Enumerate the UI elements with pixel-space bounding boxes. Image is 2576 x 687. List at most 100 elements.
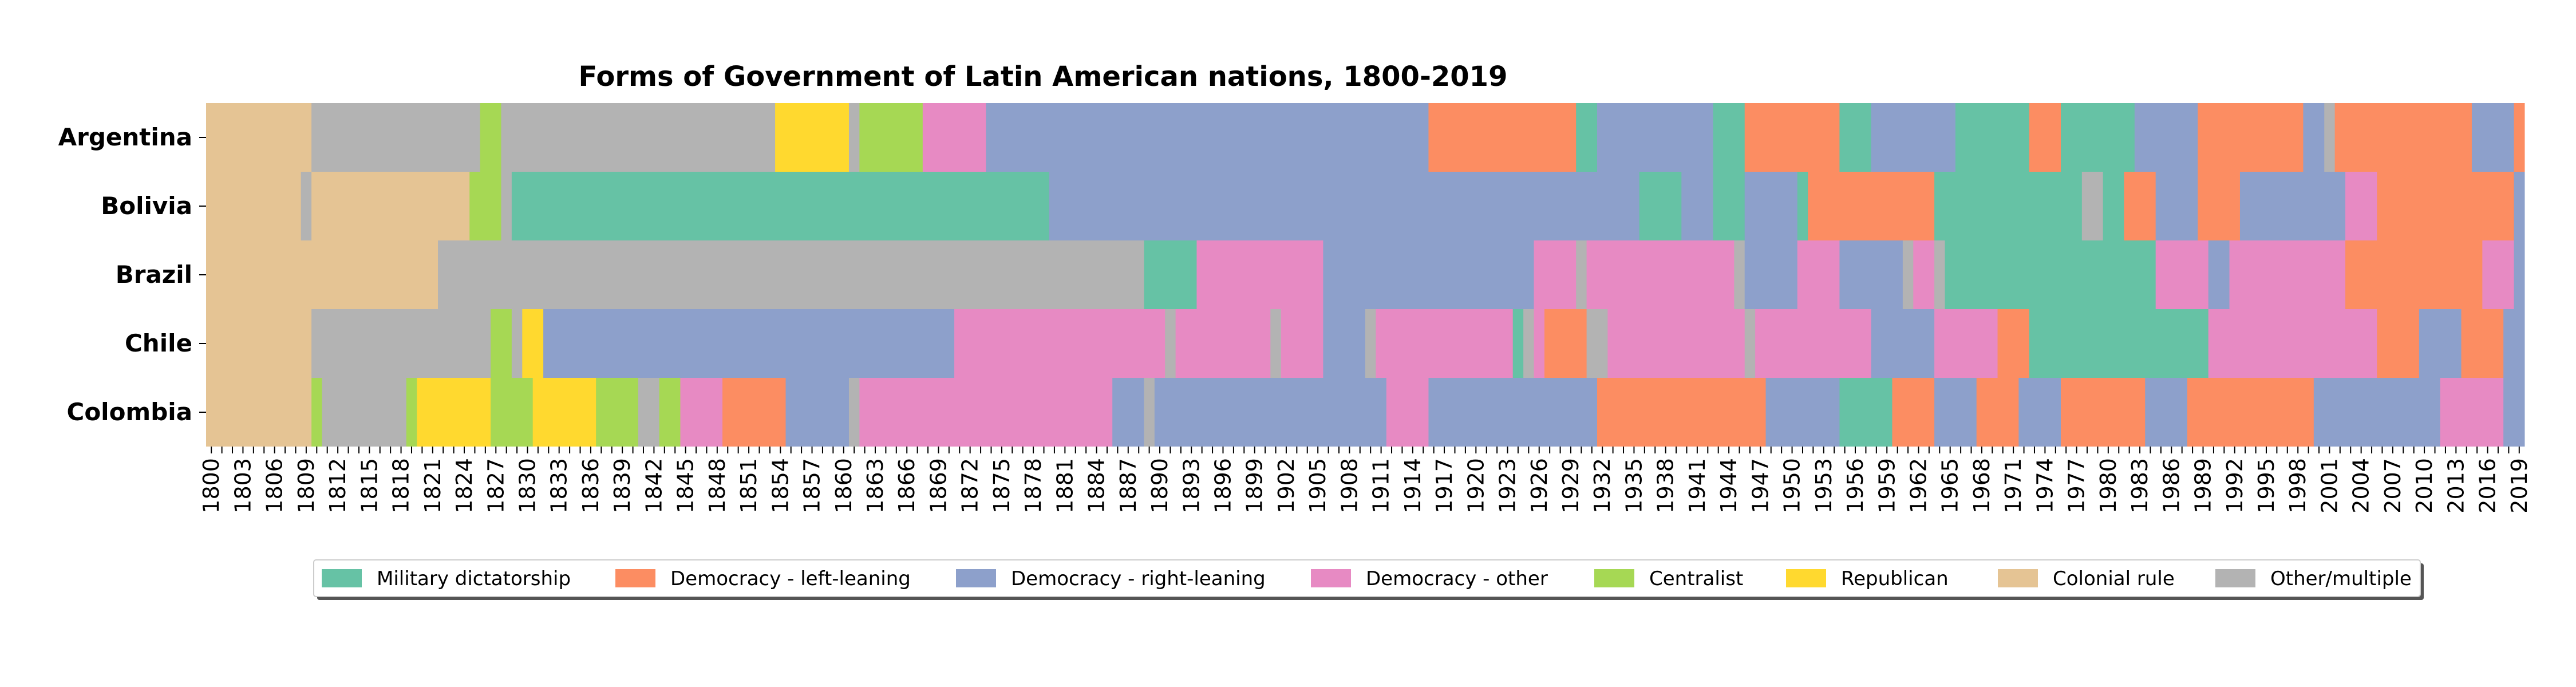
- x-tick-label-1941: 1941: [1685, 458, 1710, 514]
- segment-brazil-4: [1323, 240, 1535, 309]
- segment-chile-1: [311, 309, 491, 378]
- x-tick-label-2016: 2016: [2475, 458, 2500, 514]
- segment-chile-19: [1607, 309, 1745, 378]
- legend: Military dictatorship Democracy - left-le…: [313, 559, 2424, 600]
- x-tick-label-1902: 1902: [1274, 458, 1299, 514]
- x-tick-label-1830: 1830: [515, 458, 540, 514]
- segment-brazil-16: [2155, 240, 2209, 309]
- segment-colombia-25: [1976, 378, 2019, 447]
- segment-colombia-21: [1765, 378, 1840, 447]
- x-tick-label-1884: 1884: [1084, 458, 1109, 514]
- row-argentina: [206, 103, 2525, 172]
- row-brazil: [206, 240, 2525, 309]
- segment-argentina-15: [1871, 103, 1956, 172]
- x-tick-label-2019: 2019: [2507, 458, 2532, 514]
- segment-colombia-30: [2313, 378, 2441, 447]
- segment-argentina-4: [775, 103, 850, 172]
- segment-argentina-7: [922, 103, 986, 172]
- legend-label-rep: Republican: [1841, 567, 1949, 590]
- segment-bolivia-8: [1681, 172, 1713, 240]
- segment-brazil-21: [2514, 240, 2525, 309]
- segment-bolivia-6: [1049, 172, 1640, 240]
- x-axis-ticks: 1800 1803 1806 1809 1812 1815 1818 1821 1824 1827…: [199, 447, 2532, 514]
- row-label-colombia: Colombia: [67, 398, 193, 426]
- x-tick-label-1962: 1962: [1906, 458, 1931, 514]
- legend-swatch-dr: [956, 569, 996, 587]
- segment-chile-3: [511, 309, 523, 378]
- segment-argentina-12: [1713, 103, 1745, 172]
- segment-brazil-2: [1144, 240, 1197, 309]
- segment-argentina-14: [1839, 103, 1872, 172]
- segment-colombia-22: [1839, 378, 1893, 447]
- segment-bolivia-18: [2198, 172, 2241, 240]
- legend-swatch-oth: [2215, 569, 2255, 587]
- row-labels: Argentina Bolivia Brazil Chile Colombia: [58, 123, 206, 426]
- segment-bolivia-10: [1744, 172, 1798, 240]
- segment-chile-14: [1512, 309, 1524, 378]
- segment-colombia-9: [659, 378, 681, 447]
- segment-brazil-12: [1902, 240, 1914, 309]
- x-tick-label-1971: 1971: [2001, 458, 2026, 514]
- segment-argentina-18: [2061, 103, 2135, 172]
- segment-bolivia-22: [2514, 172, 2525, 240]
- segment-colombia-10: [680, 378, 723, 447]
- x-tick-label-1929: 1929: [1558, 458, 1583, 514]
- segment-brazil-18: [2229, 240, 2346, 309]
- legend-label-dl: Democracy - left-leaning: [670, 567, 911, 590]
- legend-label-cen: Centralist: [1649, 567, 1743, 590]
- x-tick-label-1908: 1908: [1337, 458, 1362, 514]
- segment-colombia-7: [596, 378, 639, 447]
- segment-colombia-13: [848, 378, 860, 447]
- x-tick-label-1860: 1860: [831, 458, 856, 514]
- plot-area: [206, 103, 2525, 447]
- segment-chile-10: [1281, 309, 1323, 378]
- x-tick-label-1914: 1914: [1400, 458, 1425, 514]
- segment-brazil-14: [1934, 240, 1945, 309]
- segment-bolivia-11: [1797, 172, 1808, 240]
- segment-bolivia-9: [1713, 172, 1745, 240]
- segment-chile-22: [1871, 309, 1935, 378]
- x-tick-label-1848: 1848: [705, 458, 730, 514]
- segment-bolivia-0: [206, 172, 302, 240]
- segment-bolivia-16: [2124, 172, 2156, 240]
- x-tick-label-1893: 1893: [1179, 458, 1204, 514]
- segment-colombia-8: [638, 378, 660, 447]
- segment-colombia-26: [2018, 378, 2061, 447]
- segment-colombia-12: [785, 378, 850, 447]
- segment-chile-12: [1365, 309, 1376, 378]
- segment-bolivia-3: [469, 172, 501, 240]
- x-tick-label-1866: 1866: [894, 458, 919, 514]
- segment-brazil-19: [2345, 240, 2483, 309]
- segment-chile-18: [1586, 309, 1608, 378]
- x-tick-label-1953: 1953: [1811, 458, 1836, 514]
- row-chile: [206, 309, 2525, 378]
- x-tick-label-1899: 1899: [1242, 458, 1267, 514]
- segment-brazil-3: [1196, 240, 1323, 309]
- segment-bolivia-2: [311, 172, 470, 240]
- row-label-chile: Chile: [125, 329, 192, 357]
- segment-colombia-15: [1112, 378, 1144, 447]
- x-tick-label-1935: 1935: [1621, 458, 1646, 514]
- segment-chile-9: [1270, 309, 1282, 378]
- segment-brazil-9: [1744, 240, 1798, 309]
- x-tick-label-1947: 1947: [1748, 458, 1773, 514]
- segment-chile-30: [2503, 309, 2525, 378]
- segment-brazil-15: [1945, 240, 2156, 309]
- segment-brazil-1: [438, 240, 1144, 309]
- segment-argentina-11: [1597, 103, 1713, 172]
- segment-argentina-3: [501, 103, 776, 172]
- x-tick-label-2001: 2001: [2317, 458, 2342, 514]
- legend-label-oth: Other/multiple: [2270, 567, 2412, 590]
- legend-swatch-do: [1311, 569, 1351, 587]
- segment-colombia-0: [206, 378, 312, 447]
- segment-argentina-25: [2514, 103, 2525, 172]
- x-tick-label-1920: 1920: [1463, 458, 1488, 514]
- segment-bolivia-20: [2345, 172, 2377, 240]
- segment-argentina-24: [2471, 103, 2515, 172]
- segment-argentina-17: [2029, 103, 2061, 172]
- x-tick-label-1977: 1977: [2064, 458, 2089, 514]
- row-label-argentina: Argentina: [58, 123, 192, 151]
- x-tick-label-1983: 1983: [2127, 458, 2152, 514]
- legend-swatch-rep: [1786, 569, 1826, 587]
